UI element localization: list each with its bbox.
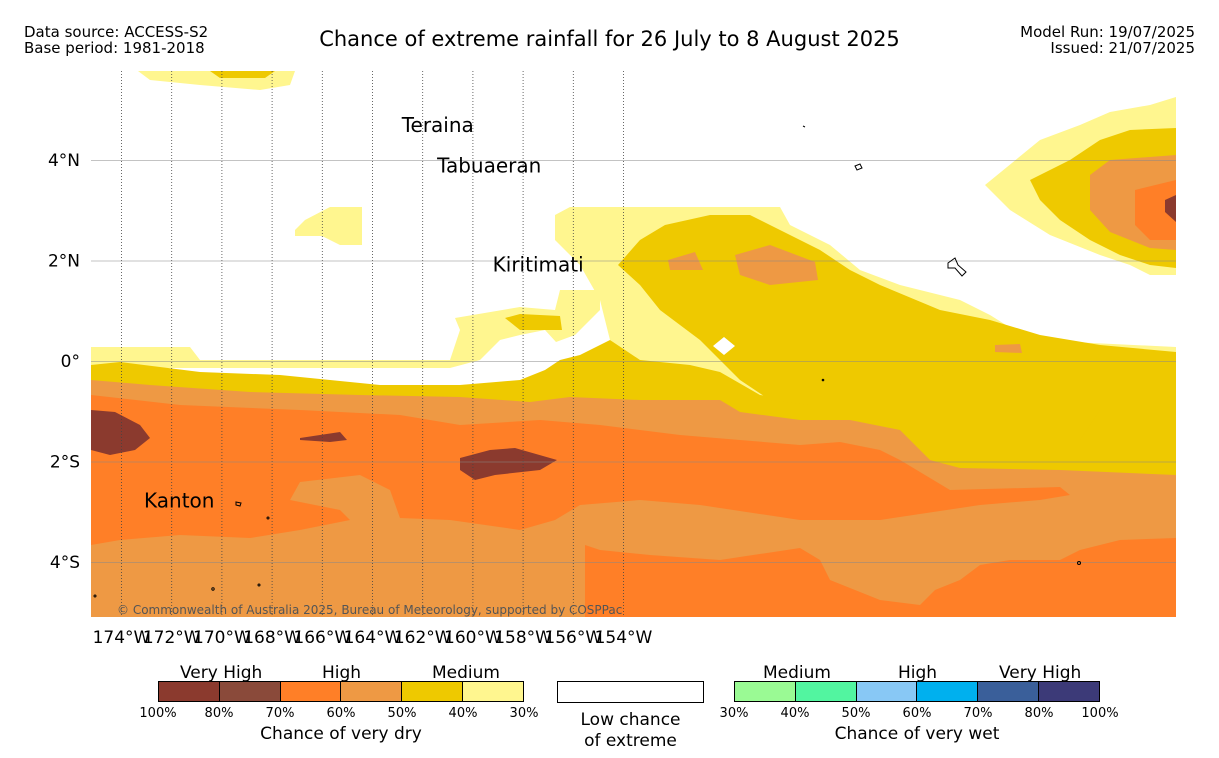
longitude-label: 160°W bbox=[444, 628, 502, 648]
latitude-label: 4°N bbox=[48, 151, 80, 171]
wet-caption: Chance of very wet bbox=[834, 724, 1000, 744]
contour-low bbox=[713, 337, 735, 355]
wet-group-high: High bbox=[898, 663, 938, 683]
latitude-label: 2°S bbox=[50, 453, 80, 473]
contour-40-50 bbox=[210, 71, 275, 78]
dry-tick-label: 70% bbox=[265, 706, 295, 721]
wet-tick-label: 50% bbox=[841, 706, 871, 721]
wet-color-swatch bbox=[795, 682, 857, 701]
island-outline bbox=[821, 378, 825, 382]
contour-30-40 bbox=[295, 207, 362, 245]
longitude-label: 170°W bbox=[193, 628, 251, 648]
wet-tick-label: 70% bbox=[963, 706, 993, 721]
contour-80-100 bbox=[1165, 195, 1176, 222]
contour-40-50 bbox=[505, 314, 562, 330]
island-outlines bbox=[93, 125, 1081, 598]
contour-50-60 bbox=[735, 245, 818, 285]
low-chance-swatch bbox=[557, 681, 704, 703]
place-labels: Teraina Tabuaeran Kiritimati Kanton bbox=[144, 113, 584, 513]
dry-color-swatch bbox=[341, 682, 403, 701]
dry-group-high: High bbox=[322, 663, 362, 683]
dry-color-swatch bbox=[159, 682, 220, 701]
longitude-label: 158°W bbox=[494, 628, 552, 648]
island-outline bbox=[266, 516, 270, 520]
contour-50-60 bbox=[995, 344, 1022, 353]
base-period-text: Base period: 1981-2018 bbox=[24, 39, 205, 57]
wet-color-scale bbox=[734, 681, 1100, 702]
place-label: Tabuaeran bbox=[436, 154, 541, 178]
wet-color-swatch bbox=[1039, 682, 1099, 701]
copyright-notice: © Commonwealth of Australia 2025, Bureau… bbox=[117, 603, 623, 617]
wet-color-swatch bbox=[978, 682, 1040, 701]
model-run-text: Model Run: 19/07/2025 bbox=[1020, 23, 1195, 41]
low-chance-line1: Low chance bbox=[580, 710, 681, 730]
latitude-labels: 4°N 2°N 0° 2°S 4°S bbox=[48, 151, 80, 573]
contour-80-100 bbox=[460, 448, 557, 480]
page-title: Chance of extreme rainfall for 26 July t… bbox=[319, 27, 900, 51]
wet-tick-label: 80% bbox=[1024, 706, 1054, 721]
dry-color-swatch bbox=[280, 682, 342, 701]
island-outline bbox=[235, 501, 242, 507]
data-source-info: Data source: ACCESS-S2 Base period: 1981… bbox=[24, 24, 208, 56]
dry-group-very-high: Very High bbox=[180, 663, 263, 683]
island-outline bbox=[93, 594, 97, 598]
dry-color-swatch bbox=[402, 682, 464, 701]
latitude-label: 0° bbox=[61, 352, 80, 372]
low-chance-line2: of extreme bbox=[584, 731, 677, 751]
place-label: Kiritimati bbox=[493, 253, 584, 277]
island-outline bbox=[947, 257, 967, 277]
map-grid bbox=[91, 71, 1176, 617]
data-source-text: Data source: ACCESS-S2 bbox=[24, 23, 209, 41]
contour-30-40 bbox=[91, 290, 600, 368]
dry-color-swatch bbox=[219, 682, 281, 701]
island-outline bbox=[1077, 561, 1081, 565]
dry-tick-label: 40% bbox=[448, 706, 478, 721]
dry-group-medium: Medium bbox=[432, 663, 500, 683]
dry-caption: Chance of very dry bbox=[260, 724, 422, 744]
longitude-label: 156°W bbox=[544, 628, 602, 648]
longitude-label: 174°W bbox=[93, 628, 151, 648]
wet-tick-label: 30% bbox=[719, 706, 749, 721]
longitude-labels: 174°W172°W170°W168°W166°W164°W162°W160°W… bbox=[93, 628, 653, 648]
wet-tick-label: 60% bbox=[902, 706, 932, 721]
place-label: Kanton bbox=[144, 489, 214, 513]
contour-80-100 bbox=[300, 432, 347, 442]
place-label: Teraina bbox=[401, 113, 474, 137]
contour-60-70 bbox=[1135, 180, 1176, 240]
low-chance-label: Low chance of extreme bbox=[557, 710, 704, 752]
longitude-label: 166°W bbox=[293, 628, 351, 648]
island-outline bbox=[211, 587, 215, 591]
wet-group-medium: Medium bbox=[763, 663, 831, 683]
rainfall-contours bbox=[91, 71, 1176, 617]
dry-color-scale bbox=[158, 681, 524, 702]
dry-tick-label: 30% bbox=[509, 706, 539, 721]
wet-color-swatch bbox=[735, 682, 796, 701]
longitude-label: 168°W bbox=[243, 628, 301, 648]
latitude-label: 2°N bbox=[48, 252, 80, 272]
model-run-info: Model Run: 19/07/2025 Issued: 21/07/2025 bbox=[1020, 24, 1195, 56]
wet-tick-label: 100% bbox=[1081, 706, 1119, 721]
island-outline bbox=[802, 125, 806, 128]
dry-tick-label: 100% bbox=[139, 706, 177, 721]
island-outline bbox=[854, 163, 863, 171]
wet-color-swatch bbox=[917, 682, 979, 701]
dry-tick-label: 50% bbox=[387, 706, 417, 721]
latitude-label: 4°S bbox=[50, 553, 80, 573]
longitude-label: 164°W bbox=[344, 628, 402, 648]
island-outline bbox=[257, 583, 261, 587]
dry-tick-label: 60% bbox=[326, 706, 356, 721]
dry-color-swatch bbox=[463, 682, 523, 701]
contour-60-70 bbox=[585, 538, 1176, 617]
issued-text: Issued: 21/07/2025 bbox=[1050, 39, 1195, 57]
contour-60-70 bbox=[91, 395, 1070, 545]
wet-color-swatch bbox=[856, 682, 918, 701]
wet-tick-label: 40% bbox=[780, 706, 810, 721]
contour-80-100 bbox=[91, 410, 150, 455]
longitude-label: 172°W bbox=[143, 628, 201, 648]
longitude-label: 154°W bbox=[595, 628, 653, 648]
wet-group-very-high: Very High bbox=[999, 663, 1082, 683]
longitude-label: 162°W bbox=[394, 628, 452, 648]
dry-tick-label: 80% bbox=[204, 706, 234, 721]
